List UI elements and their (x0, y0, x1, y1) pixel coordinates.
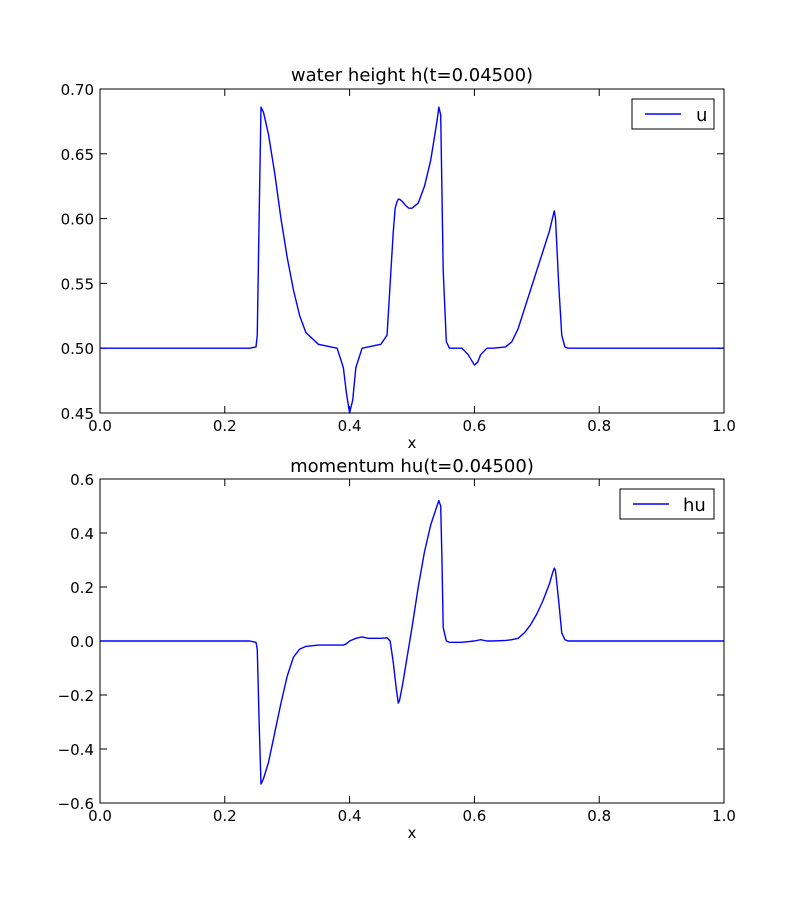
x-tick-label: 0.6 (462, 417, 486, 435)
y-tick-label: −0.4 (58, 741, 94, 759)
plot-area-frame (99, 478, 725, 804)
legend-label-hu: hu (683, 495, 706, 516)
y-tick-label: 0.0 (70, 633, 94, 651)
y-tick-label: 0.2 (70, 579, 94, 597)
subplot-water-height: water height h(t=0.04500) 0.450.500.550.… (61, 65, 736, 452)
series-line-u (100, 106, 724, 414)
x-axis-label: x (408, 824, 417, 842)
legend-label-u: u (696, 105, 707, 126)
x-tick-label: 0.0 (88, 417, 112, 435)
x-tick-label: 0.8 (587, 807, 611, 825)
x-tick-label: 0.8 (587, 417, 611, 435)
x-axis-label: x (408, 434, 417, 452)
x-tick-label: 0.0 (88, 807, 112, 825)
y-tick-label: 0.70 (61, 81, 94, 99)
x-tick-label: 0.4 (338, 417, 362, 435)
x-tick-label: 0.4 (338, 807, 362, 825)
y-tick-label: −0.6 (58, 795, 94, 813)
y-tick-label: 0.50 (61, 340, 94, 358)
y-tick-label: −0.2 (58, 687, 94, 705)
y-tick-label: 0.45 (61, 405, 94, 423)
chart-title: momentum hu(t=0.04500) (290, 456, 534, 477)
y-tick-label: 0.55 (61, 275, 94, 293)
y-tick-label: 0.65 (61, 146, 94, 164)
y-tick-label: 0.6 (70, 471, 94, 489)
x-tick-label: 1.0 (712, 417, 736, 435)
series-line-hu (100, 499, 724, 785)
y-tick-label: 0.4 (70, 525, 94, 543)
chart-title: water height h(t=0.04500) (291, 65, 533, 86)
x-tick-label: 0.2 (213, 807, 237, 825)
x-tick-label: 0.2 (213, 417, 237, 435)
x-tick-label: 1.0 (712, 807, 736, 825)
y-tick-label: 0.60 (61, 211, 94, 229)
y-axis-ticks: 0.45 0.50 0.55 0.60 0.65 0.70 (61, 81, 724, 423)
subplot-momentum: momentum hu(t=0.04500) −0.6−0.4−0.20.00.… (58, 456, 736, 842)
legend: u (631, 98, 715, 130)
legend: hu (619, 488, 715, 520)
plot-area-frame (99, 88, 725, 414)
x-tick-label: 0.6 (462, 807, 486, 825)
y-axis-ticks: −0.6 −0.4 −0.2 0.0 0.2 0.4 0.6 (58, 471, 724, 813)
x-axis-ticks: 0.0 0.2 0.4 0.6 0.8 1.0 (88, 479, 736, 825)
x-axis-ticks: 0.0 0.2 0.4 0.6 0.8 1.0 (88, 89, 736, 435)
